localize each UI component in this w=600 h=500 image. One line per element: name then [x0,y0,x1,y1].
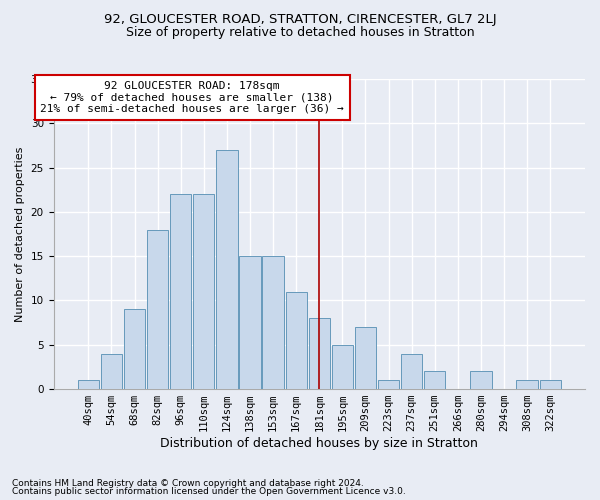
Bar [262,256,284,389]
Bar [147,230,168,389]
Bar [470,372,491,389]
Bar [517,380,538,389]
Bar [286,292,307,389]
Bar [424,372,445,389]
Text: Contains public sector information licensed under the Open Government Licence v3: Contains public sector information licen… [12,487,406,496]
Text: 92, GLOUCESTER ROAD, STRATTON, CIRENCESTER, GL7 2LJ: 92, GLOUCESTER ROAD, STRATTON, CIRENCEST… [104,12,496,26]
Bar [401,354,422,389]
Text: Size of property relative to detached houses in Stratton: Size of property relative to detached ho… [125,26,475,39]
Text: Contains HM Land Registry data © Crown copyright and database right 2024.: Contains HM Land Registry data © Crown c… [12,478,364,488]
X-axis label: Distribution of detached houses by size in Stratton: Distribution of detached houses by size … [160,437,478,450]
Text: 92 GLOUCESTER ROAD: 178sqm
← 79% of detached houses are smaller (138)
21% of sem: 92 GLOUCESTER ROAD: 178sqm ← 79% of deta… [40,81,344,114]
Bar [378,380,399,389]
Bar [539,380,561,389]
Bar [216,150,238,389]
Bar [77,380,99,389]
Bar [308,318,330,389]
Bar [101,354,122,389]
Bar [332,345,353,389]
Y-axis label: Number of detached properties: Number of detached properties [15,146,25,322]
Bar [193,194,214,389]
Bar [355,327,376,389]
Bar [124,310,145,389]
Bar [239,256,260,389]
Bar [170,194,191,389]
